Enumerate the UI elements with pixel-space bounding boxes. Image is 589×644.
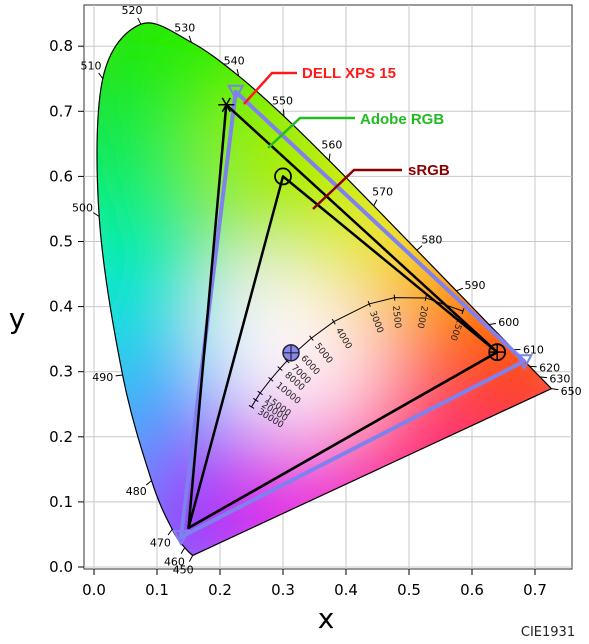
wavelength-label: 510 (80, 60, 101, 73)
dell-xps-15-primary-marker (515, 354, 533, 371)
y-axis-ticks: 0.0 0.1 0.2 0.3 0.4 0.5 0.6 0.7 0.8 (49, 37, 84, 576)
wavelength-tick (98, 72, 104, 79)
x-axis-ticks: 0.0 0.1 0.2 0.3 0.4 0.5 0.6 0.7 (82, 569, 547, 599)
wavelength-tick (488, 322, 497, 325)
planckian-tick (252, 397, 259, 402)
planckian-tick (461, 308, 465, 315)
x-tick-label: 0.1 (145, 581, 169, 599)
wavelength-tick (145, 480, 152, 486)
x-axis-label: x (318, 602, 335, 635)
callout-adobe-rgb-line (267, 116, 355, 149)
wavelength-label: 490 (92, 371, 113, 384)
wavelength-label: 610 (523, 343, 544, 356)
y-tick-label: 0.1 (49, 493, 73, 511)
white-point-marker (282, 344, 300, 362)
x-tick-label: 0.2 (208, 581, 232, 599)
wavelength-tick (188, 35, 192, 43)
planckian-tick (248, 404, 255, 409)
footer-label: CIE1931 (521, 625, 575, 640)
gamut-triangle-srgb (187, 175, 499, 530)
color-region (260, 311, 381, 432)
wavelength-label: 590 (464, 279, 485, 292)
callout-adobe-rgb-label: Adobe RGB (360, 111, 444, 128)
x-tick-label: 0.5 (397, 581, 421, 599)
x-tick-label: 0.6 (460, 581, 484, 599)
wavelength-label: 470 (150, 536, 171, 549)
planckian-label: 2000 (414, 305, 428, 330)
y-tick-label: 0.3 (49, 363, 73, 381)
wavelength-tick (416, 245, 423, 251)
callout-srgb-line (312, 168, 402, 210)
planckian-tick (309, 335, 314, 341)
wavelength-label: 450 (173, 564, 194, 577)
y-tick-label: 0.2 (49, 428, 73, 446)
dell-xps-15-primary-marker (172, 530, 190, 547)
wavelength-tick (93, 212, 100, 217)
gamut-triangles (178, 89, 527, 540)
wavelength-tick (180, 547, 186, 554)
gamut-markers (172, 84, 533, 547)
y-tick-label: 0.5 (49, 233, 73, 251)
planckian-tick (257, 390, 263, 396)
wavelength-label: 480 (126, 485, 147, 498)
planckian-label: 2500 (390, 305, 402, 329)
wavelength-tick (282, 109, 285, 117)
planckian-tick (393, 294, 396, 301)
wavelength-label: 620 (539, 361, 560, 374)
wavelength-tick (539, 376, 547, 379)
wavelength-label: 530 (174, 21, 195, 34)
planckian-tick (367, 300, 371, 307)
wavelength-tick (551, 388, 559, 391)
x-tick-label: 0.0 (82, 581, 106, 599)
wavelength-label: 570 (372, 186, 393, 199)
planckian-tick (268, 377, 274, 382)
wavelength-tick (328, 153, 331, 161)
wavelength-tick (137, 17, 142, 25)
callout-dell-xps-15-line (243, 71, 297, 105)
shared-red-primary-marker (488, 343, 507, 362)
adobe-rgb-primary-marker (218, 97, 235, 113)
planckian-tick (331, 318, 336, 325)
y-tick-label: 0.4 (49, 298, 73, 316)
y-tick-label: 0.0 (49, 558, 73, 576)
x-tick-label: 0.3 (271, 581, 295, 599)
wavelength-tick (236, 69, 240, 77)
wavelength-label: 520 (121, 4, 142, 17)
wavelength-label: 630 (549, 373, 570, 386)
wavelength-label: 550 (272, 94, 293, 107)
wavelength-label: 650 (561, 385, 582, 398)
wavelength-label: 540 (224, 54, 245, 67)
x-tick-label: 0.4 (334, 581, 358, 599)
wavelength-tick (373, 199, 378, 207)
y-tick-label: 0.7 (49, 102, 73, 120)
wavelength-label: 600 (498, 316, 519, 329)
planckian-tick (277, 366, 283, 371)
x-tick-label: 0.7 (523, 581, 547, 599)
wavelength-label: 580 (421, 234, 442, 247)
srgb-primary-marker (274, 167, 292, 186)
wavelength-tick (167, 529, 173, 536)
y-tick-label: 0.6 (49, 167, 73, 185)
y-tick-label: 0.8 (49, 37, 73, 55)
wavelength-tick (115, 374, 123, 377)
wavelength-tick (188, 555, 194, 562)
callout-srgb-label: sRGB (408, 162, 450, 179)
callout-dell-xps-15-label: DELL XPS 15 (302, 65, 396, 82)
wavelength-tick (456, 287, 464, 292)
planckian-tick (424, 294, 427, 301)
y-axis-label: y (9, 302, 26, 335)
wavelength-label: 560 (321, 139, 342, 152)
legend-callouts: DELL XPS 15 Adobe RGB sRGB (243, 65, 450, 210)
wavelength-label: 460 (164, 555, 185, 568)
dell-xps-15-primary-marker (227, 84, 245, 101)
wavelength-label: 500 (72, 202, 93, 215)
